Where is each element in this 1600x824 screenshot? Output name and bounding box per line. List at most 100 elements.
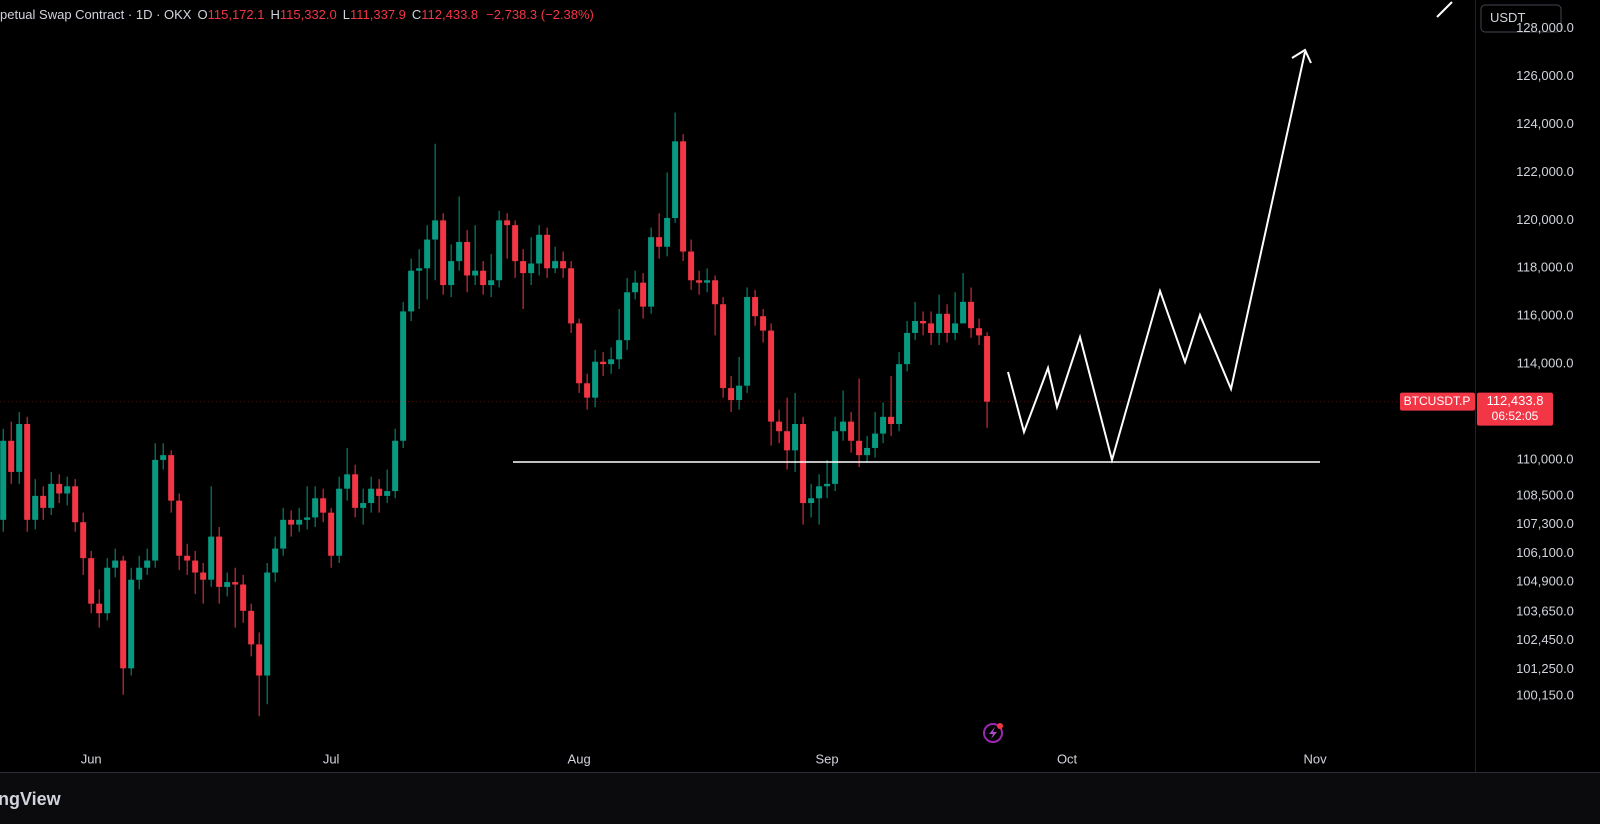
candle-body — [416, 268, 423, 271]
candle-body — [800, 424, 807, 504]
candle-body — [864, 447, 871, 456]
candle-body — [312, 498, 319, 518]
candle-body — [424, 239, 431, 269]
candle-body — [664, 217, 671, 247]
candle-body — [168, 455, 175, 501]
candle-body — [176, 500, 183, 556]
plot-area — [0, 112, 1475, 717]
candle-body — [456, 241, 463, 262]
candle-body — [96, 603, 103, 614]
candle-body — [880, 416, 887, 434]
candle-body — [400, 311, 407, 441]
candle-body — [784, 431, 791, 451]
candle-body — [904, 332, 911, 365]
alert-icon — [983, 723, 1003, 743]
candle-body — [120, 560, 127, 669]
icon-dot — [997, 723, 1003, 729]
candle-body — [472, 270, 479, 276]
legend-key: H — [270, 7, 279, 22]
y-tick-label: 103,650.0 — [1516, 603, 1574, 618]
candle-body — [872, 433, 879, 448]
candle-body — [544, 234, 551, 269]
candle-body — [744, 297, 751, 386]
candle-body — [528, 263, 535, 274]
candle-body — [192, 560, 199, 573]
y-tick-label: 106,100.0 — [1516, 545, 1574, 560]
candle-body — [720, 304, 727, 389]
legend-value: 112,433.8 — [421, 7, 478, 22]
symbol-tag-label: BTCUSDT.P — [1404, 394, 1471, 408]
drawing-fragment — [1436, 1, 1453, 18]
candle-body — [152, 459, 159, 561]
candle-body — [360, 503, 367, 508]
y-tick-label: 114,000.0 — [1517, 356, 1574, 371]
candle-body — [752, 297, 759, 317]
candle-body — [600, 361, 607, 365]
x-tick-label: Oct — [1057, 751, 1078, 766]
candle-body — [616, 340, 623, 360]
price-tag-label: 112,433.8 — [1487, 393, 1544, 408]
candle-body — [480, 270, 487, 286]
candle-body — [16, 424, 23, 472]
y-tick-label: 101,250.0 — [1516, 661, 1574, 676]
candle-body — [336, 488, 343, 556]
candle-body — [432, 220, 439, 240]
candle-body — [280, 519, 287, 549]
candle-body — [976, 328, 983, 336]
candle-body — [496, 220, 503, 281]
candle-body — [840, 421, 847, 432]
y-tick-label: 122,000.0 — [1516, 164, 1574, 179]
currency-label[interactable]: USDT — [1490, 10, 1525, 25]
symbol-legend: petual Swap Contract · 1D · OKX O115,172.… — [0, 7, 594, 22]
candle-body — [240, 584, 247, 611]
y-tick-label: 128,000.0 — [1516, 20, 1574, 35]
candle-body — [824, 483, 831, 487]
candle-body — [208, 536, 215, 580]
candle-body — [592, 361, 599, 398]
candle-body — [320, 498, 327, 513]
candle-body — [160, 455, 167, 460]
candle-body — [952, 323, 959, 333]
candle-body — [512, 225, 519, 262]
legend-key: O — [197, 7, 207, 22]
candle-body — [112, 560, 119, 568]
currency-button[interactable]: USDT — [1480, 4, 1562, 33]
legend-value: 115,332.0 — [280, 7, 337, 22]
legend-key: C — [412, 7, 421, 22]
candle-body — [464, 241, 471, 276]
candle-body — [288, 519, 295, 525]
icon-ring — [983, 723, 1003, 743]
candle-body — [216, 536, 223, 587]
candle-body — [960, 301, 967, 324]
candle-body — [376, 488, 383, 496]
candle-body — [392, 440, 399, 492]
candle-body — [264, 572, 271, 676]
candle-body — [448, 261, 455, 286]
candle-body — [696, 280, 703, 283]
candle-body — [688, 251, 695, 281]
y-tick-label: 116,000.0 — [1517, 308, 1574, 323]
candle-body — [920, 320, 927, 324]
candle-body — [440, 220, 447, 286]
candle-body — [912, 320, 919, 333]
candle-body — [736, 385, 743, 401]
candle-body — [56, 483, 63, 494]
candle-body — [64, 486, 71, 494]
candle-body — [32, 495, 39, 520]
candle-body — [944, 313, 951, 333]
currency-button-box[interactable] — [1480, 4, 1562, 33]
candle-body — [816, 486, 823, 499]
candle-body — [232, 582, 239, 585]
candle-body — [504, 220, 511, 226]
candle-body — [24, 424, 31, 520]
candle-body — [520, 261, 527, 274]
candle-body — [224, 582, 231, 587]
candle-body — [256, 644, 263, 676]
candle-body — [728, 388, 735, 401]
y-tick-label: 104,900.0 — [1516, 574, 1574, 589]
candle-body — [352, 474, 359, 508]
countdown-label: 06:52:05 — [1492, 409, 1539, 423]
candle-body — [584, 383, 591, 398]
